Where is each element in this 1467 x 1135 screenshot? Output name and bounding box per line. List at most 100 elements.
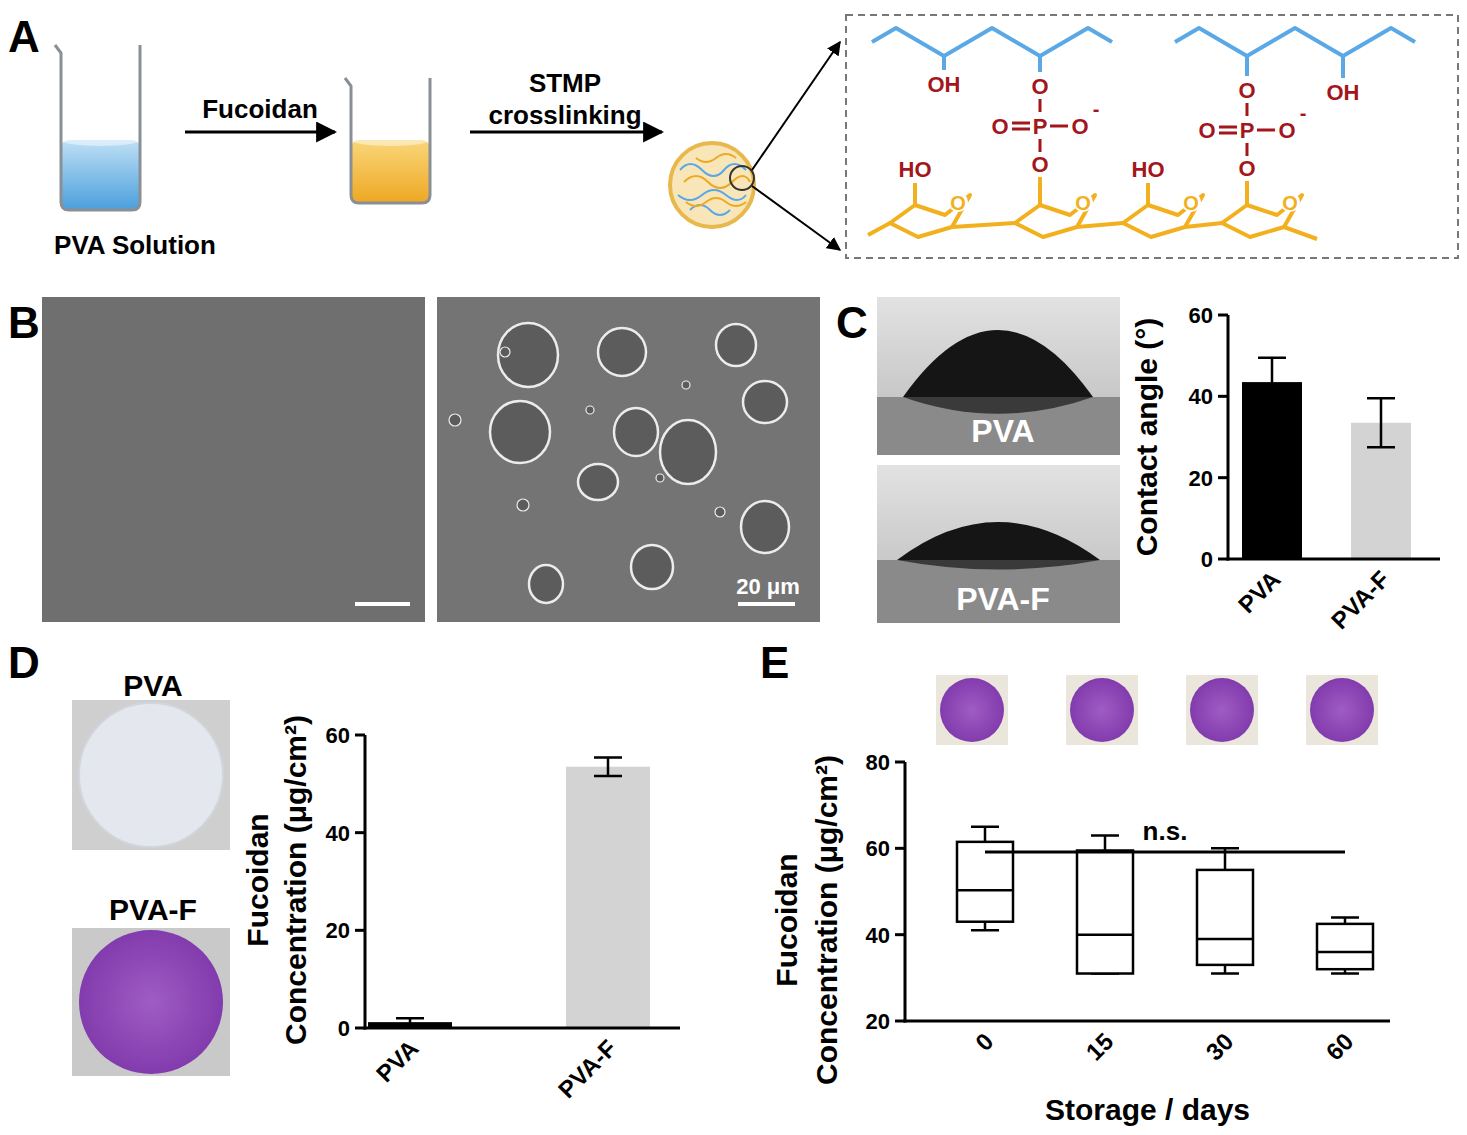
median (1197, 938, 1253, 941)
liquid-surface (351, 134, 430, 146)
bond (868, 223, 890, 235)
median (1317, 951, 1373, 954)
beaker-liquid (351, 140, 430, 203)
x-tick-label: PVA-F (553, 1034, 622, 1103)
charge-label: - (1093, 98, 1100, 120)
pore (656, 474, 664, 482)
beaker (345, 78, 430, 203)
y-tick (355, 1027, 365, 1030)
y-tick-label: 20 (866, 1009, 890, 1034)
image-label: PVA-F (956, 581, 1050, 617)
plot-area (1242, 358, 1411, 559)
atom-label: O (1278, 118, 1295, 143)
droplet-image (877, 297, 1120, 455)
pore (716, 324, 756, 366)
y-tick-label: 40 (326, 821, 350, 846)
substrate (877, 397, 1120, 455)
x-axis (364, 1027, 681, 1030)
photo (936, 675, 1008, 745)
network-lines (678, 164, 746, 215)
scale-bar (355, 602, 410, 606)
pore (449, 414, 461, 426)
pore (498, 323, 558, 387)
bond (1257, 129, 1275, 132)
y-tick (355, 734, 365, 737)
atom-label: O (950, 192, 966, 214)
pore (614, 408, 658, 456)
y-tick (895, 761, 905, 764)
atom-label: OH (928, 72, 961, 97)
pore (743, 381, 787, 423)
bond (1039, 99, 1042, 112)
arrow (185, 131, 335, 134)
pore (529, 565, 563, 603)
atom-label: HO (899, 157, 932, 182)
bond (1246, 143, 1249, 156)
median (957, 889, 1013, 892)
y-axis (1227, 315, 1230, 561)
sem-image (437, 297, 820, 622)
glycosidic-bond (952, 223, 1015, 227)
film-disc (1070, 678, 1134, 742)
y-tick-label: 60 (1189, 303, 1213, 328)
whisker-max (1091, 835, 1119, 850)
bond (1039, 139, 1042, 152)
pva-chain (872, 28, 1112, 56)
beaker (55, 45, 140, 210)
whisker-min (1211, 965, 1239, 974)
droplet-image (877, 465, 1120, 623)
photo (1186, 675, 1258, 745)
bond (1245, 181, 1249, 205)
glycosidic-bond (1185, 223, 1222, 227)
box (957, 842, 1013, 922)
y-axis-label: Concentration (μg/cm²) (810, 755, 843, 1085)
x-tick-label: 15 (1081, 1027, 1119, 1065)
y-axis-label: Concentration (μg/cm²) (279, 715, 312, 1045)
significance-line (985, 851, 1345, 854)
x-tick-label: PVA (1233, 565, 1286, 618)
x-axis (1227, 558, 1441, 561)
pore (741, 501, 789, 553)
zoom-circle (730, 166, 754, 190)
y-tick (355, 831, 365, 834)
y-tick (355, 929, 365, 932)
annotation: n.s. (1143, 816, 1188, 846)
zoom-box (846, 15, 1458, 258)
y-tick-label: 40 (866, 923, 890, 948)
y-axis (904, 762, 907, 1023)
x-tick-label: PVA (371, 1034, 424, 1087)
dish (670, 143, 754, 227)
whisker-min (971, 922, 999, 931)
bond (942, 56, 946, 70)
photo (1066, 675, 1138, 745)
median (1077, 933, 1133, 936)
x-axis (904, 1020, 1391, 1023)
bond (1246, 103, 1249, 116)
whisker-max (971, 827, 999, 842)
bond (1341, 56, 1345, 78)
scheme-label: STMP (529, 68, 601, 98)
x-tick-label: 30 (1201, 1027, 1239, 1065)
plot-area (368, 757, 650, 1028)
background (0, 0, 1467, 1135)
x-axis-label: Storage / days (1045, 1093, 1250, 1126)
arrow (470, 131, 662, 134)
photo-label: PVA (123, 669, 182, 702)
bond (1038, 177, 1042, 205)
error-bar (1367, 398, 1395, 447)
atom-label: O (991, 114, 1008, 139)
pore (500, 347, 510, 357)
y-axis-label: Fucoidan (241, 813, 274, 946)
y-tick (1218, 476, 1228, 479)
y-tick-label: 60 (866, 836, 890, 861)
glycosidic-bond (1077, 223, 1123, 227)
photo-label: PVA-F (109, 893, 197, 926)
box (1197, 870, 1253, 965)
error-bar (1258, 358, 1286, 407)
atom-label: P (1240, 118, 1255, 143)
sem-image (42, 297, 425, 622)
photo (1306, 675, 1378, 745)
bond (913, 183, 917, 205)
plot-area (957, 827, 1373, 974)
bar (566, 767, 650, 1028)
